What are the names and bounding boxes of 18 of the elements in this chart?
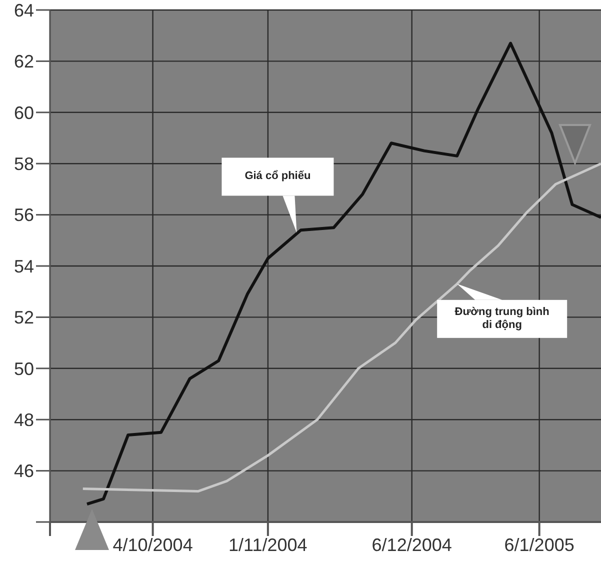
y-tick-label: 60 bbox=[14, 102, 34, 123]
y-tick-label: 54 bbox=[14, 256, 34, 276]
y-tick-label: 58 bbox=[14, 154, 34, 174]
y-tick-label: 62 bbox=[14, 52, 34, 72]
x-tick-label: 4/10/2004 bbox=[112, 534, 193, 555]
x-tick-label: 6/12/2004 bbox=[372, 534, 452, 555]
annotation: Đường trung bình di động bbox=[454, 306, 550, 332]
x-tick-label: 6/1/2005 bbox=[504, 534, 574, 555]
y-tick-label: 56 bbox=[14, 205, 34, 226]
y-tick-label: 64 bbox=[14, 0, 34, 20]
y-tick-label: 46 bbox=[14, 461, 34, 482]
x-tick-label: 1/11/2004 bbox=[228, 534, 308, 555]
line-series bbox=[86, 42, 601, 506]
line-series bbox=[82, 162, 601, 493]
y-tick-label: 48 bbox=[14, 410, 34, 430]
annotation: Giá cổ phiếu bbox=[244, 170, 311, 184]
y-tick-label: 50 bbox=[14, 358, 34, 379]
y-tick-label: 52 bbox=[14, 308, 34, 328]
